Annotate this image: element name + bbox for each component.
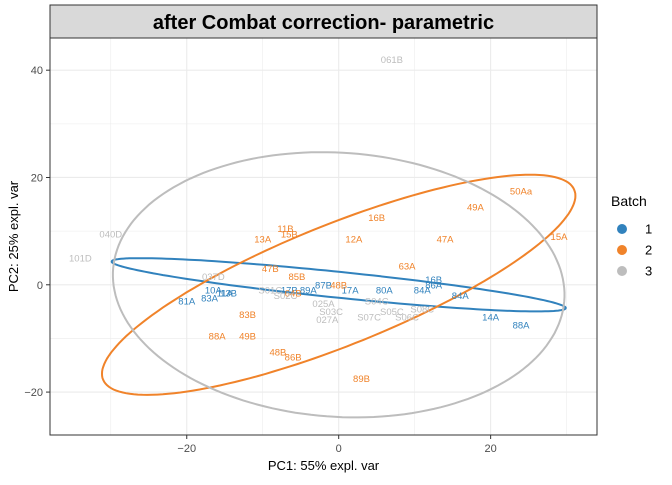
point-label-batch-3: 037D — [202, 272, 225, 283]
grid-lines — [50, 38, 597, 435]
point-label-batch-3: S03C — [319, 307, 343, 318]
point-label-batch-1: 14A — [482, 312, 500, 323]
point-label-batch-2: 15B — [281, 229, 298, 240]
point-label-batch-2: 16B — [368, 213, 385, 224]
legend-label-2: 2 — [645, 243, 652, 258]
y-tick-label: 0 — [37, 280, 43, 292]
y-tick-label: 20 — [31, 172, 43, 184]
legend-label-1: 1 — [645, 222, 652, 237]
point-label-batch-2: 15A — [551, 232, 569, 243]
confidence-ellipses — [100, 151, 577, 419]
legend-title: Batch — [611, 193, 647, 209]
point-label-batch-2: 12A — [345, 235, 363, 246]
point-label-batch-2: 48B — [330, 280, 347, 291]
batch-1-ellipse — [110, 257, 567, 313]
point-label-batch-1: 84A — [414, 286, 432, 297]
legend-key-1 — [617, 224, 627, 234]
point-label-batch-2: 85B — [288, 272, 305, 283]
title-strip — [49, 4, 598, 39]
point-label-batch-3: S06C — [395, 312, 419, 323]
point-label-batch-2: 13A — [254, 235, 272, 246]
point-label-batch-1: 17B — [281, 286, 298, 297]
axis-ticks: −20 0 20 −20 0 20 40 — [24, 65, 496, 455]
point-label-batch-2: 11B — [277, 224, 293, 235]
point-label-batch-3: S08C — [410, 304, 434, 315]
point-label-batch-1: 81A — [178, 296, 196, 307]
point-label-batch-2: 48B — [269, 347, 286, 358]
point-label-batch-3: 101D — [69, 253, 92, 264]
x-tick-label: −20 — [177, 443, 196, 455]
point-label-batch-2: 47B — [262, 264, 279, 275]
point-label-batch-3: S01C — [258, 286, 282, 297]
point-label-batch-2: 47A — [437, 235, 455, 246]
y-tick-label: 40 — [31, 65, 43, 77]
batch-2-ellipse — [100, 173, 577, 396]
point-label-batch-1: 88A — [513, 321, 531, 332]
legend: Batch 1 2 3 — [611, 193, 652, 279]
x-tick-label: 20 — [485, 443, 497, 455]
point-label-batch-1: 84A — [452, 291, 470, 302]
point-label-batch-2: 88A — [209, 331, 227, 342]
point-label-batch-3: S05C — [380, 307, 404, 318]
point-label-batch-3: 025A — [312, 299, 335, 310]
point-label-batch-1: 87B — [315, 280, 332, 291]
point-label-batch-1: 13B — [220, 288, 237, 299]
point-label-batch-2: 89B — [353, 374, 370, 385]
chart-title: after Combat correction- parametric — [153, 12, 494, 34]
point-label-batch-3: S02C — [274, 291, 298, 302]
x-axis-title: PC1: 55% expl. var — [268, 458, 380, 473]
point-label-batch-1: 17A — [342, 286, 360, 297]
point-label-batch-2: 63A — [399, 262, 417, 273]
point-label-batch-1: 11A — [217, 288, 234, 299]
legend-label-3: 3 — [645, 264, 652, 279]
point-label-batch-2: 49B — [239, 331, 256, 342]
point-label-batch-1: 16B — [425, 275, 442, 286]
legend-key-3 — [617, 266, 627, 276]
legend-key-2 — [617, 245, 627, 255]
y-tick-label: −20 — [24, 387, 43, 399]
point-label-batch-3: S07C — [357, 312, 381, 323]
point-label-batch-1: 80A — [376, 286, 394, 297]
plot-panel-border — [49, 37, 598, 436]
point-label-batch-1: 89A — [300, 286, 318, 297]
point-label-batch-2: 83B — [239, 310, 256, 321]
point-label-batch-3: 061B — [381, 55, 403, 66]
point-label-batch-2: 64B — [285, 288, 302, 299]
point-label-batch-2: 50Aa — [510, 186, 533, 197]
y-axis-title: PC2: 25% expl. var — [6, 180, 21, 292]
point-label-batch-1: 86A — [425, 280, 443, 291]
plot-panel-background — [50, 38, 597, 435]
point-label-batch-3: 027A — [316, 315, 339, 326]
batch-3-ellipse — [111, 151, 566, 419]
point-label-batch-2: 49A — [467, 202, 485, 213]
point-label-batch-1: 10A — [205, 286, 223, 297]
x-tick-label: 0 — [336, 443, 342, 455]
point-label-batch-3: S04C — [365, 296, 389, 307]
point-label-batch-3: 040D — [99, 229, 122, 240]
point-label-batch-2: 86B — [285, 353, 302, 364]
point-label-batch-1: 83A — [201, 294, 219, 305]
legend-entries: 1 2 3 — [617, 222, 652, 279]
